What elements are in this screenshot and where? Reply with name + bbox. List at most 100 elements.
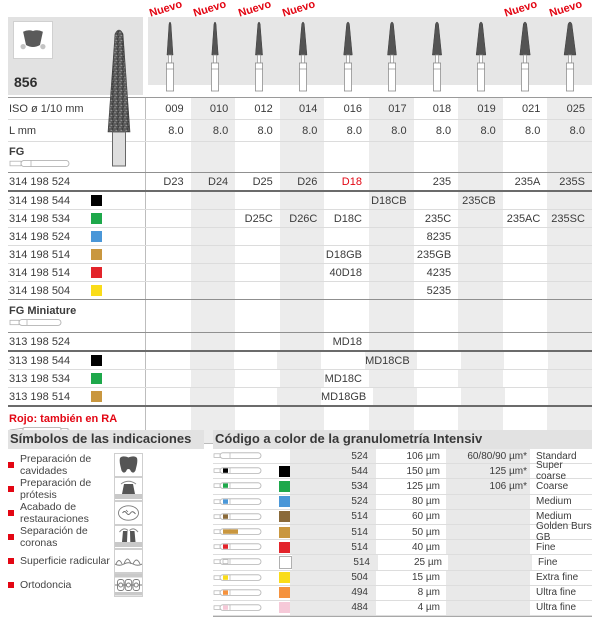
iso-label: ISO ø 1/10 mm — [9, 102, 84, 115]
table-cell — [235, 246, 280, 263]
shank-icon-cell — [213, 512, 263, 522]
table-cell — [547, 246, 592, 263]
order-code: 314 198 514 — [9, 266, 71, 279]
shank-illustration — [213, 573, 262, 581]
table-cell — [458, 370, 503, 387]
table-cell: D24 — [190, 173, 236, 190]
bur-shape-glyph — [20, 30, 46, 50]
color-square — [279, 541, 290, 553]
table-cell: 235GB — [416, 248, 452, 261]
table-cell — [368, 282, 414, 299]
table-cell — [547, 300, 592, 332]
table-cell — [324, 192, 369, 209]
red-bullet — [8, 510, 14, 516]
bur-illustration — [431, 21, 442, 92]
grit-color-square — [91, 391, 102, 402]
table-cell: D18CB — [368, 192, 414, 209]
table-cell — [190, 192, 236, 209]
bur-illustration — [299, 21, 308, 92]
table-cell — [146, 142, 191, 172]
code-label-cell: 313 198 514 — [8, 388, 145, 405]
order-code: 314 198 524 — [9, 230, 71, 243]
table-cell — [547, 333, 592, 350]
red-bullet — [8, 534, 14, 540]
table-cell — [503, 282, 548, 299]
table-cell — [235, 264, 280, 281]
code-cell: 514 — [290, 524, 376, 540]
bur-column: Nuevo — [548, 0, 592, 92]
grain-name-cell: Super coarse — [536, 460, 567, 483]
table-cell: 8235 — [426, 230, 452, 243]
shank-illustration — [213, 604, 262, 611]
table-cell: 018 — [432, 102, 452, 115]
table-cell — [190, 264, 236, 281]
alt-size-cell — [446, 570, 530, 585]
bur-illustration — [166, 21, 175, 92]
l-row: L mm 8.0 8.0 8.0 8.0 8.0 8.0 8.0 8.0 8.0 8.0 — [8, 120, 592, 142]
table-cell — [324, 228, 369, 245]
table-cell: 235C — [424, 212, 452, 225]
indication-item: Preparación de prótesis — [8, 477, 204, 501]
table-cell — [368, 246, 414, 263]
code-cell: 504 — [290, 570, 376, 585]
table-cell — [547, 264, 592, 281]
shank-icon-cell — [213, 481, 263, 491]
code-cell: 494 — [290, 585, 376, 600]
table-cell — [414, 142, 459, 172]
table-cell — [279, 142, 325, 172]
code-label-cell: 314 198 514 — [8, 246, 145, 263]
table-cell — [547, 192, 592, 209]
table-cell — [547, 142, 592, 172]
table-cell: 235S — [547, 173, 592, 190]
granulometry-row: 524 106 µm 60/80/90 µm* Standard — [213, 449, 592, 465]
alt-size-cell — [446, 540, 530, 555]
color-square — [279, 526, 290, 538]
shank-illustration — [213, 452, 262, 459]
grain-name-cell: Coarse — [536, 480, 569, 492]
grain-name-cell: Ultra fine — [536, 587, 577, 599]
grit-color-square — [91, 195, 102, 206]
table-cell — [458, 142, 503, 172]
color-square — [279, 587, 290, 599]
code-label-cell: 314 198 504 — [8, 282, 145, 299]
code-cell: 524 — [290, 449, 376, 464]
code-row: 314 198 504 5235 — [8, 282, 592, 300]
indication-item: Superficie radicular — [8, 549, 204, 573]
table-cell: D18C — [333, 212, 362, 225]
table-cell — [368, 370, 414, 387]
code-cells: D18GB 235GB — [145, 246, 592, 263]
indication-label: Separación de coronas — [20, 525, 88, 549]
table-cell — [189, 352, 234, 369]
grain-size-cell: 25 µm — [414, 556, 442, 568]
table-cell: D18 — [341, 175, 362, 188]
shank-illustration — [213, 498, 262, 505]
bur-shape-icon — [13, 21, 53, 59]
granulometry-row: 494 8 µm Ultra fine — [213, 585, 592, 601]
table-cell: D26C — [279, 210, 325, 227]
table-cell: MD18 — [332, 335, 362, 348]
table-cell: MD18C — [324, 372, 362, 385]
shank-icon-cell — [213, 451, 263, 461]
iso-row: ISO ø 1/10 mm 009 010 012 014 016 017 018 019 02… — [8, 98, 592, 120]
table-cell: 025 — [547, 98, 592, 119]
table-cell — [458, 282, 503, 299]
size-table: ISO ø 1/10 mm 009 010 012 014 016 017 018 019 02… — [8, 97, 592, 444]
granulometry-row: 514 60 µm Medium — [213, 509, 592, 525]
cavity-prep-icon — [114, 453, 143, 477]
table-cell — [146, 370, 191, 387]
code-cell: 514 — [292, 555, 378, 570]
table-cell — [190, 300, 236, 332]
indication-item: Ortodoncia — [8, 573, 204, 597]
code-cells: MD18C — [145, 370, 592, 387]
table-cell — [458, 228, 503, 245]
code-cell: 544 — [290, 464, 376, 479]
shank-illustration — [213, 589, 262, 596]
table-cell — [458, 210, 503, 227]
table-cell: D23 — [163, 175, 184, 188]
granulometry-section: Código a color de la granulometría Inten… — [213, 430, 592, 617]
table-cell — [235, 282, 280, 299]
color-square — [279, 511, 290, 523]
table-cell — [458, 264, 503, 281]
figure-number: 856 — [14, 74, 38, 90]
alt-size-cell: 60/80/90 µm* — [446, 449, 530, 464]
